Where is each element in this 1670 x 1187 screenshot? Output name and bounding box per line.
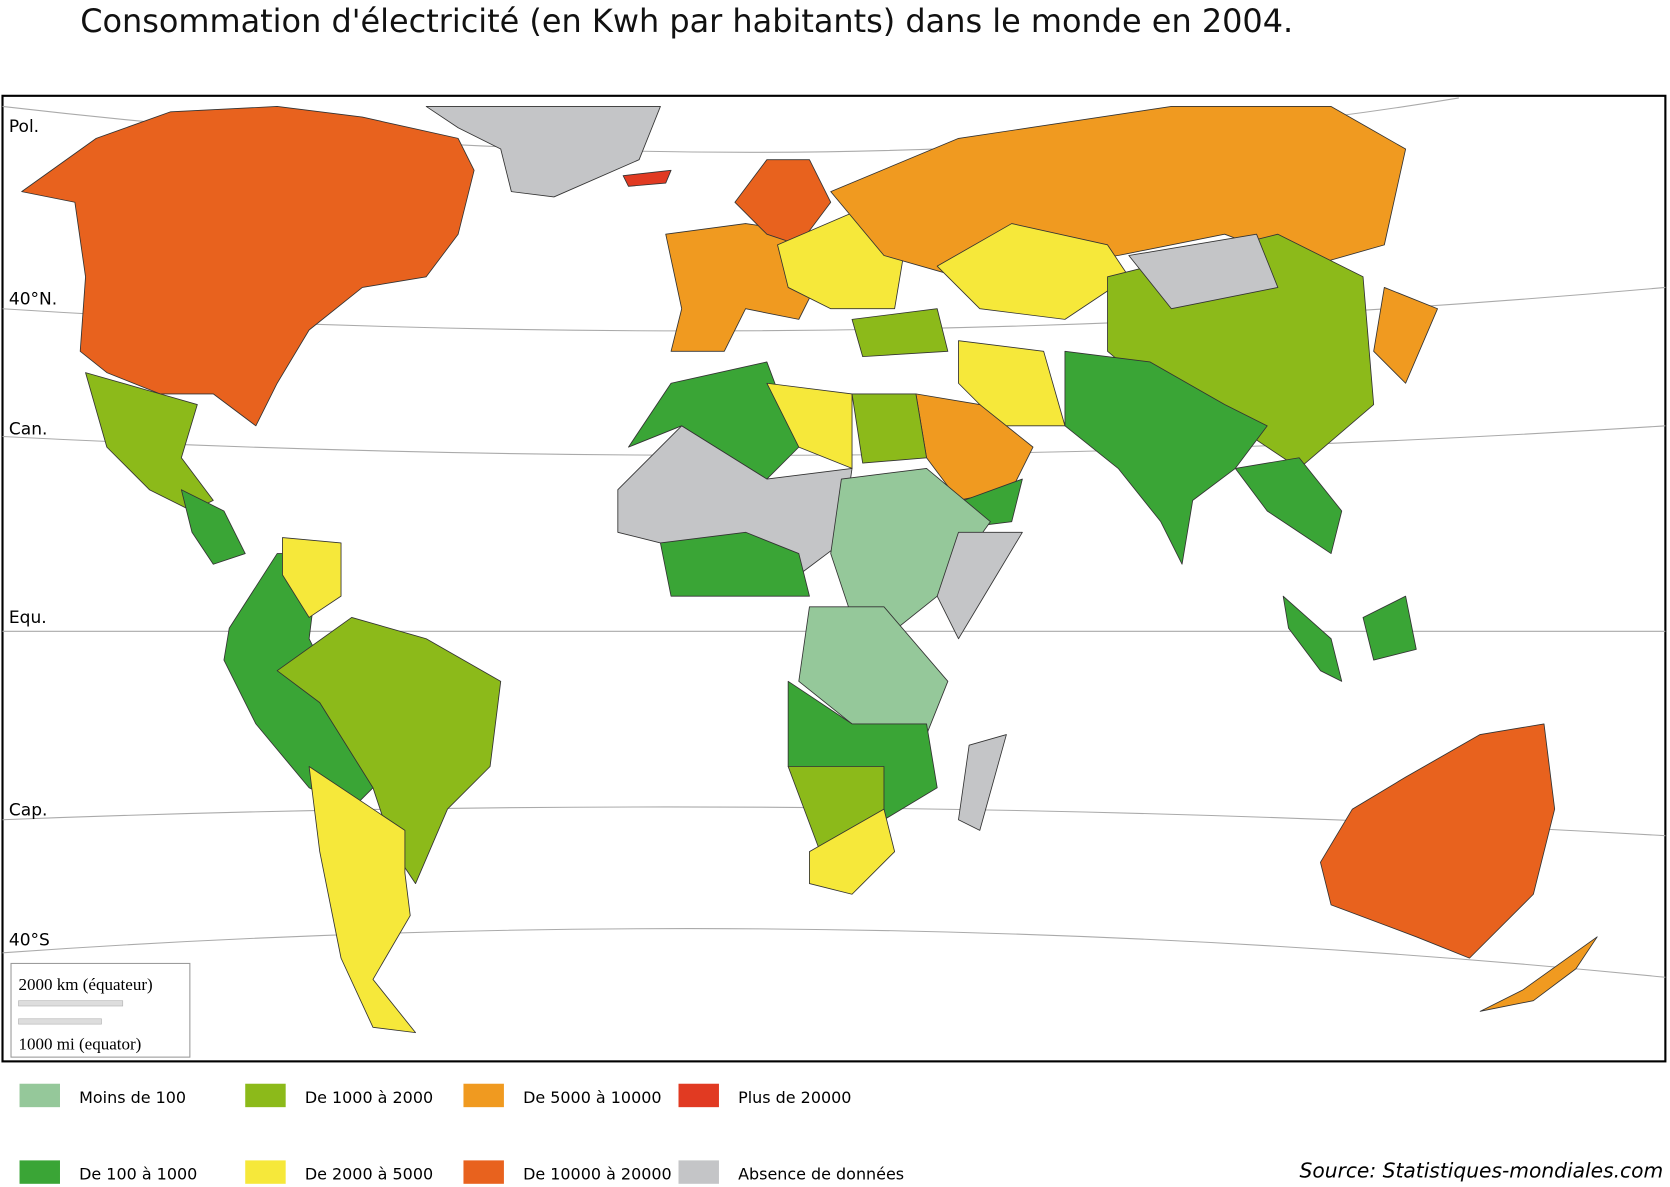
parallel-labels: Pol. 40°N. Can. Equ. Cap. 40°S [9, 117, 57, 950]
legend-swatch [19, 1083, 60, 1108]
scale-bar [18, 1000, 124, 1007]
legend-swatch [463, 1083, 504, 1108]
legend-swatch [678, 1083, 719, 1108]
legend-swatch [463, 1160, 504, 1184]
parallel-line [2, 928, 1666, 978]
legend-label: De 2000 à 5000 [305, 1165, 433, 1184]
legend-label: De 100 à 1000 [79, 1165, 197, 1184]
legend-label: De 1000 à 2000 [305, 1088, 433, 1107]
scale-label: 1000 mi (equator) [18, 1035, 141, 1054]
parallel-label: 40°S [9, 930, 50, 950]
title: Consommation d'électricité (en Kwh par h… [80, 2, 1293, 40]
legend-label: Moins de 100 [79, 1088, 186, 1107]
scale-box [10, 962, 191, 1058]
parallel-label: Equ. [9, 608, 47, 628]
parallel-label: 40°N. [9, 289, 57, 309]
countries [21, 106, 1598, 1034]
parallel-label: Pol. [9, 117, 39, 137]
legend-swatch [678, 1160, 719, 1184]
legend-swatch [245, 1160, 286, 1184]
scale-label: 2000 km (équateur) [18, 975, 152, 994]
legend-label: Plus de 20000 [738, 1088, 851, 1107]
scale-bar [18, 1018, 102, 1025]
legend-label: De 10000 à 20000 [523, 1165, 672, 1184]
parallel-label: Can. [9, 419, 48, 439]
legend-label: De 5000 à 10000 [523, 1088, 661, 1107]
source: Source: Statistiques-mondiales.com [1299, 1158, 1663, 1182]
legend: Moins de 100 De 100 à 1000 De 1000 à 2000 D… [19, 1083, 904, 1184]
parallel-label: Cap. [9, 800, 48, 820]
legend-label: Absence de données [738, 1165, 904, 1184]
legend-swatch [19, 1160, 60, 1184]
legend-swatch [245, 1083, 286, 1108]
